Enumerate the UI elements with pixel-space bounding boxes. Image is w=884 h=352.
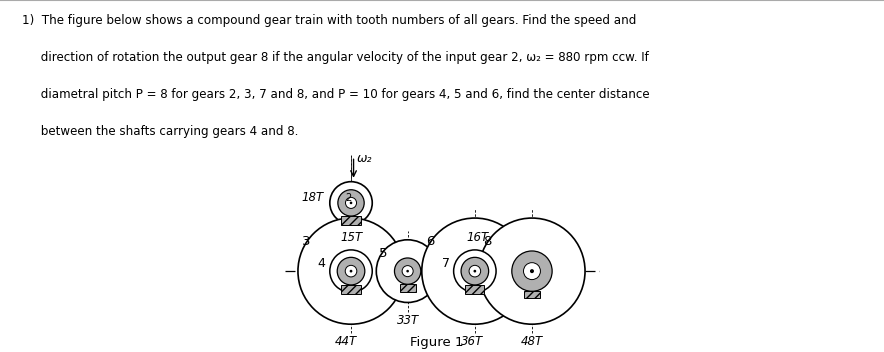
- Circle shape: [346, 265, 357, 277]
- Text: direction of rotation the output gear 8 if the angular velocity of the input gea: direction of rotation the output gear 8 …: [22, 51, 649, 64]
- Circle shape: [530, 269, 534, 273]
- Circle shape: [469, 265, 481, 277]
- Text: 3: 3: [302, 235, 310, 249]
- Circle shape: [422, 218, 528, 324]
- Circle shape: [350, 202, 353, 204]
- Bar: [465, 285, 484, 294]
- Text: ω₂: ω₂: [357, 152, 372, 165]
- Bar: [341, 285, 362, 294]
- Bar: [524, 291, 540, 298]
- Text: 1)  The figure below shows a compound gear train with tooth numbers of all gears: 1) The figure below shows a compound gea…: [22, 13, 636, 26]
- Circle shape: [377, 240, 439, 302]
- Circle shape: [394, 258, 421, 284]
- Circle shape: [407, 270, 409, 272]
- Text: 33T: 33T: [397, 314, 419, 327]
- Text: 44T: 44T: [335, 335, 357, 348]
- Text: 15T: 15T: [340, 231, 362, 244]
- Circle shape: [523, 263, 540, 279]
- Bar: [341, 216, 361, 225]
- Text: 48T: 48T: [521, 335, 543, 348]
- Circle shape: [337, 257, 365, 285]
- Bar: [400, 284, 415, 292]
- Circle shape: [474, 270, 476, 272]
- Circle shape: [453, 250, 496, 293]
- Circle shape: [330, 182, 372, 224]
- Circle shape: [512, 251, 552, 291]
- Text: Figure 1: Figure 1: [410, 337, 464, 350]
- Text: diametral pitch P = 8 for gears 2, 3, 7 and 8, and P = 10 for gears 4, 5 and 6, : diametral pitch P = 8 for gears 2, 3, 7 …: [22, 88, 650, 101]
- Text: 7: 7: [442, 257, 450, 270]
- Text: 6: 6: [426, 235, 434, 249]
- Circle shape: [461, 257, 489, 285]
- Circle shape: [479, 218, 585, 324]
- Text: 18T: 18T: [301, 191, 324, 205]
- Circle shape: [330, 250, 372, 293]
- Circle shape: [346, 197, 356, 208]
- Text: 36T: 36T: [461, 335, 484, 348]
- Text: 8: 8: [483, 235, 492, 249]
- Text: 4: 4: [318, 257, 325, 270]
- Circle shape: [338, 190, 364, 216]
- Text: 5: 5: [379, 247, 388, 260]
- Circle shape: [402, 266, 413, 277]
- Circle shape: [298, 218, 404, 324]
- Circle shape: [350, 270, 353, 272]
- Text: 2: 2: [346, 193, 352, 203]
- Text: between the shafts carrying gears 4 and 8.: between the shafts carrying gears 4 and …: [22, 125, 299, 138]
- Text: 16T: 16T: [467, 231, 489, 244]
